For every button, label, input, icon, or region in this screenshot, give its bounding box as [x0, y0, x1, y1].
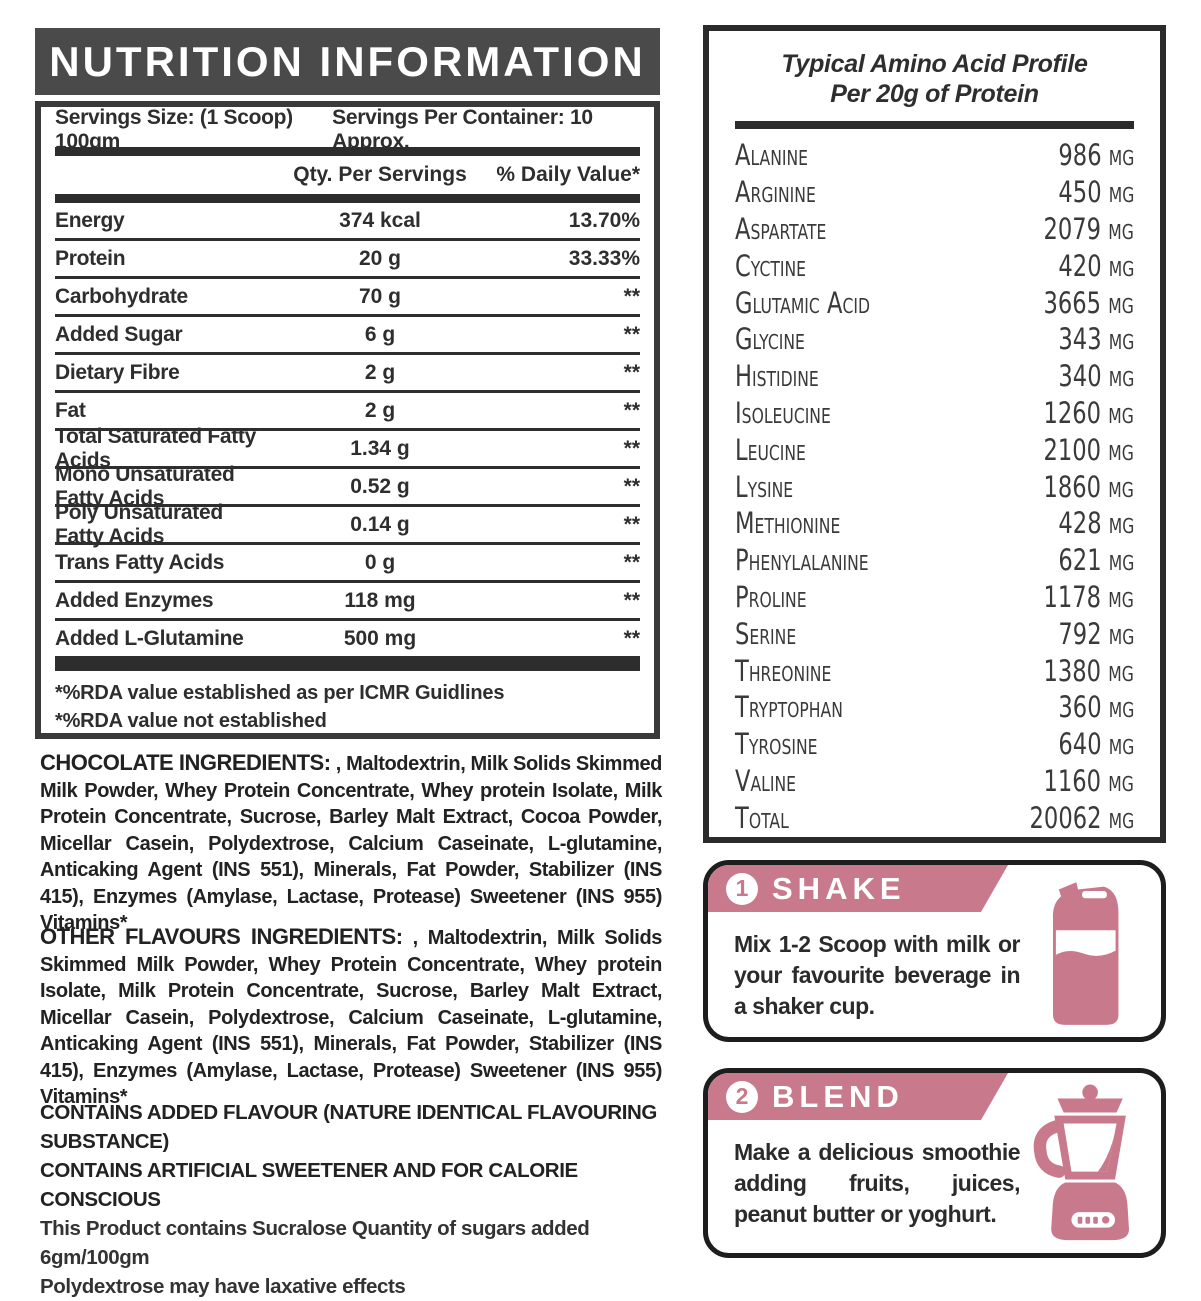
list-item: Threonine 1380 mg — [735, 653, 1134, 688]
list-item: Leucine 2100 mg — [735, 432, 1134, 467]
table-row: Dietary Fibre 2 g ** — [55, 355, 640, 393]
table-row: Protein 20 g 33.33% — [55, 241, 640, 279]
note-artificial-sweetener: CONTAINS ARTIFICIAL SWEETENER AND FOR CA… — [40, 1159, 578, 1211]
list-item: Valine 1160 mg — [735, 763, 1134, 798]
rda-footnotes: *%RDA value established as per ICMR Guid… — [55, 671, 640, 735]
list-item: Glycine 343 mg — [735, 322, 1134, 357]
table-row: Added L-Glutamine 500 mg ** — [55, 621, 640, 659]
list-item: Arginine 450 mg — [735, 175, 1134, 210]
table-row: Added Sugar 6 g ** — [55, 317, 640, 355]
divider-bar-thick — [55, 659, 640, 671]
step-shake-label: SHAKE — [772, 870, 906, 906]
list-item: Cyctine 420 mg — [735, 248, 1134, 283]
amino-panel-title: Typical Amino Acid Profile Per 20g of Pr… — [781, 50, 1088, 108]
list-item: Histidine 340 mg — [735, 359, 1134, 394]
nutrition-title-banner: NUTRITION INFORMATION — [35, 28, 660, 95]
servings-line: Servings Size: (1 Scoop) 100gm Servings … — [55, 106, 640, 153]
step-2-badge: 2 — [726, 1080, 758, 1113]
table-row: Added Enzymes 118 mg ** — [55, 583, 640, 621]
rda-footnote-2: *%RDA value not established — [55, 710, 327, 732]
table-row: Mono Unsaturated Fatty Acids 0.52 g ** — [55, 462, 640, 510]
list-item: Isoleucine 1260 mg — [735, 395, 1134, 430]
chocolate-ingredients-body: , Maltodextrin, Milk Solids Skimmed Milk… — [40, 753, 662, 934]
list-item: Alanine 986 mg — [735, 138, 1134, 173]
step-blend-description: Make a delicious smoothie adding fruits,… — [734, 1139, 1021, 1227]
shaker-bottle-icon — [1052, 882, 1119, 1025]
table-row: Total Saturated Fatty Acids 1.34 g ** — [55, 424, 640, 472]
table-row: Carbohydrate 70 g ** — [55, 279, 640, 317]
table-row: Fat 2 g ** — [55, 393, 640, 431]
note-added-flavour: CONTAINS ADDED FLAVOUR (NATURE IDENTICAL… — [40, 1101, 657, 1153]
qty-column-header: Qty. Per Servings — [293, 163, 467, 186]
list-item: Proline 1178 mg — [735, 579, 1134, 614]
step-1-badge: 1 — [726, 872, 758, 905]
list-item: Methionine 428 mg — [735, 506, 1134, 541]
table-row: Trans Fatty Acids 0 g ** — [55, 545, 640, 583]
step-blend-card: 2 BLEND Make a delicious smoothie adding… — [703, 1068, 1166, 1258]
amino-acid-profile-panel: Typical Amino Acid Profile Per 20g of Pr… — [703, 25, 1166, 843]
list-item: Phenylalanine 621 mg — [735, 543, 1134, 578]
note-sucralose: This Product contains Sucralose Quantity… — [40, 1217, 590, 1269]
list-item: Glutamic Acid 3665 mg — [735, 285, 1134, 320]
list-item: Lysine 1860 mg — [735, 469, 1134, 504]
step-blend-banner: 2 BLEND — [708, 1073, 1008, 1120]
chocolate-ingredients-paragraph: CHOCOLATE INGREDIENTS: , Maltodextrin, M… — [40, 750, 662, 937]
step-shake-banner: 1 SHAKE — [708, 865, 1008, 912]
step-shake-card: 1 SHAKE Mix 1-2 Scoop with milk or your … — [703, 860, 1166, 1042]
rda-footnote-1: *%RDA value established as per ICMR Guid… — [55, 682, 505, 704]
other-flavours-ingredients-paragraph: OTHER FLAVOURS INGREDIENTS: , Maltodextr… — [40, 924, 662, 1111]
column-header-row: Qty. Per Servings % Daily Value* — [55, 156, 640, 194]
divider-bar — [55, 194, 640, 203]
nutrition-title: NUTRITION INFORMATION — [49, 37, 646, 85]
note-polydextrose: Polydextrose may have laxative effects — [40, 1275, 406, 1298]
step-shake-description: Mix 1-2 Scoop with milk or your favourit… — [734, 931, 1021, 1019]
nutrition-facts-table: Servings Size: (1 Scoop) 100gm Servings … — [35, 101, 660, 739]
chocolate-ingredients-heading: CHOCOLATE INGREDIENTS: — [40, 750, 331, 775]
amino-title-rule — [735, 121, 1134, 129]
allergen-notes: CONTAINS ADDED FLAVOUR (NATURE IDENTICAL… — [40, 1098, 680, 1301]
list-item: Aspartate 2079 mg — [735, 211, 1134, 246]
other-flavours-heading: OTHER FLAVOURS INGREDIENTS: — [40, 924, 403, 949]
list-item: Serine 792 mg — [735, 616, 1134, 651]
dv-column-header: % Daily Value* — [496, 163, 640, 186]
list-item-total: Total 20062 mg — [735, 800, 1134, 835]
blender-icon — [1033, 1084, 1129, 1241]
list-item: Tyrosine 640 mg — [735, 727, 1134, 762]
table-row: Energy 374 kcal 13.70% — [55, 203, 640, 241]
divider-bar — [55, 147, 640, 156]
servings-per-container-label: Servings Per Container: 10 Approx. — [332, 106, 593, 153]
serving-size-label: Servings Size: (1 Scoop) 100gm — [55, 106, 293, 153]
other-flavours-body: , Maltodextrin, Milk Solids Skimmed Milk… — [40, 927, 662, 1108]
step-blend-label: BLEND — [772, 1078, 904, 1114]
list-item: Tryptophan 360 mg — [735, 690, 1134, 725]
table-row: Poly Unsaturated Fatty Acids 0.14 g ** — [55, 500, 640, 548]
